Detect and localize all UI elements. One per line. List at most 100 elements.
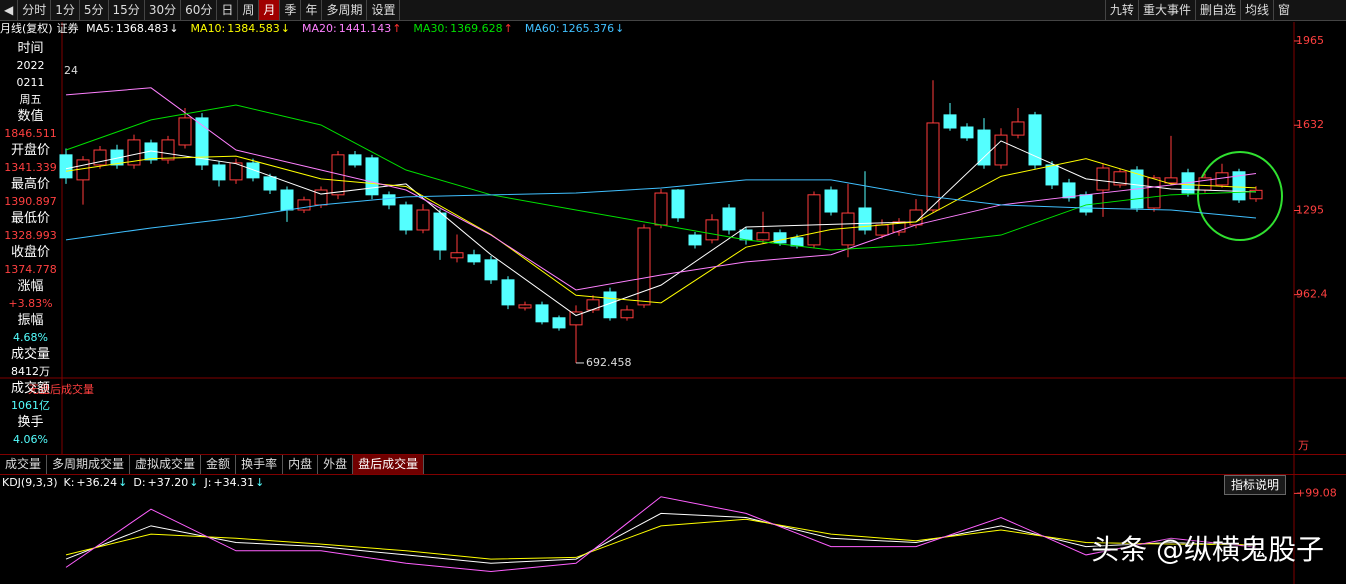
period-button[interactable]: 多周期	[322, 0, 368, 20]
candle-body	[178, 117, 192, 146]
period-button[interactable]: 60分	[181, 0, 218, 20]
candle-body	[875, 224, 889, 236]
kdj-legend-value: +37.20	[147, 476, 189, 489]
candle-body	[824, 189, 838, 213]
legend-trend: ↑	[392, 22, 402, 35]
legend-name: MA60:	[524, 22, 560, 35]
info-value: 1374.778	[4, 263, 57, 276]
y-tick-label: 1965	[1296, 34, 1324, 47]
tab[interactable]: 外盘	[318, 455, 354, 474]
ma-line	[65, 155, 1257, 304]
kdj-tick-label: +99.08	[1296, 486, 1337, 499]
candle-body	[1028, 114, 1042, 166]
info-value: 4.06%	[13, 433, 48, 446]
candle-body	[705, 219, 719, 241]
candle-body	[1249, 189, 1263, 200]
candle-body	[977, 129, 991, 166]
tool-button[interactable]: 均线	[1239, 0, 1273, 20]
candle-body	[59, 154, 73, 179]
period-button[interactable]: 分时	[18, 0, 52, 20]
ma-legend: 月线(复权) 证券 MA5: 1368.483↓ MA10: 1384.583↓ MA20…	[0, 21, 636, 37]
candle-body	[807, 194, 821, 246]
tab[interactable]: 成交量	[0, 455, 48, 474]
ma-line	[65, 104, 1257, 251]
tool-button[interactable]: 窗	[1272, 0, 1294, 20]
info-label: 成交量	[10, 347, 50, 362]
legend-name: MA10:	[190, 22, 226, 35]
indicator-help[interactable]: 指标说明	[1223, 475, 1286, 495]
candle-body	[671, 189, 685, 219]
candle-body	[331, 154, 345, 196]
info-label: 成交额	[10, 381, 50, 396]
legend-trend: ↓	[280, 22, 290, 35]
candle-body	[484, 259, 498, 281]
kdj-legend-name: K:	[63, 476, 75, 489]
candle-body	[467, 254, 481, 263]
candle-body	[280, 189, 294, 211]
period-button[interactable]: 设置	[367, 0, 401, 20]
period-button[interactable]: 30分	[145, 0, 182, 20]
kdj-legend-trend: ↓	[189, 476, 199, 489]
candle-body	[348, 154, 362, 166]
tab[interactable]: 虚拟成交量	[130, 455, 202, 474]
candle-body	[518, 304, 532, 309]
legend-name: MA20:	[301, 22, 337, 35]
candle-body	[892, 221, 906, 233]
info-value: 1390.897	[4, 195, 57, 208]
candle-body	[1113, 171, 1127, 186]
legend-value: 1384.583	[227, 22, 280, 35]
candle-body	[1062, 182, 1076, 199]
kdj-legend-name: J:	[204, 476, 212, 489]
period-button[interactable]: 5分	[80, 0, 109, 20]
kdj-legend: KDJ(9,3,3) K: +36.24↓ D: +37.20↓ J: +34.31↓	[2, 476, 270, 489]
kdj-line	[65, 512, 1257, 564]
period-button[interactable]: 周	[238, 0, 260, 20]
candle-body	[773, 232, 787, 244]
y-tick-label: 1632	[1296, 118, 1324, 131]
tab[interactable]: 金额	[201, 455, 237, 474]
info-label: 开盘价	[10, 143, 50, 158]
y-tick-label: 1295	[1296, 204, 1324, 217]
period-button[interactable]: 15分	[109, 0, 145, 20]
candle-body	[433, 212, 447, 251]
period-button[interactable]: 月	[259, 0, 281, 20]
tool-button[interactable]: 删自选	[1194, 0, 1240, 20]
info-value: 4.68%	[13, 331, 48, 344]
ma-line	[65, 87, 1257, 291]
kdj-line	[65, 518, 1257, 560]
toolbar: ◀ 分时 1分 5分 15分 30分 60分日周月季年多周期 设置	[0, 0, 1346, 21]
candle-body	[569, 311, 583, 326]
info-value: 2022	[16, 59, 45, 72]
tab[interactable]: 内盘	[283, 455, 319, 474]
candle-body	[858, 207, 872, 231]
info-value: 周五	[19, 93, 42, 106]
tool-button[interactable]: 重大事件	[1137, 0, 1195, 20]
candle-body	[365, 157, 379, 196]
legend-trend: ↑	[503, 22, 513, 35]
candle-body	[161, 139, 175, 161]
candle-body	[654, 192, 668, 226]
y-tick-label: 962.4	[1296, 288, 1328, 301]
tab[interactable]: 盘后成交量	[353, 455, 425, 474]
candle-body	[382, 194, 396, 206]
candle-body	[212, 164, 226, 181]
legend-value: 1368.483	[115, 22, 169, 35]
tool-button[interactable]: 九转	[1104, 0, 1138, 20]
volume-unit: 万	[1298, 439, 1309, 452]
candle-body	[722, 207, 736, 231]
period-button[interactable]: 1分	[51, 0, 80, 20]
back-button[interactable]: ◀	[0, 0, 19, 20]
kdj-legend-value: +36.24	[76, 476, 118, 489]
tab[interactable]: 换手率	[236, 455, 284, 474]
period-button[interactable]: 年	[301, 0, 323, 20]
tab[interactable]: 多周期成交量	[47, 455, 131, 474]
legend-value: 1441.143	[338, 22, 392, 35]
period-button[interactable]: 季	[280, 0, 302, 20]
info-value: 1341.339	[4, 161, 57, 174]
kdj-legend-value: +34.31	[213, 476, 255, 489]
kdj-legend-trend: ↓	[255, 476, 265, 489]
watermark: 头条 @纵横鬼股子	[1091, 533, 1324, 566]
legend-trend: ↓	[169, 22, 179, 35]
candle-body	[1011, 121, 1025, 136]
period-button[interactable]: 日	[217, 0, 239, 20]
